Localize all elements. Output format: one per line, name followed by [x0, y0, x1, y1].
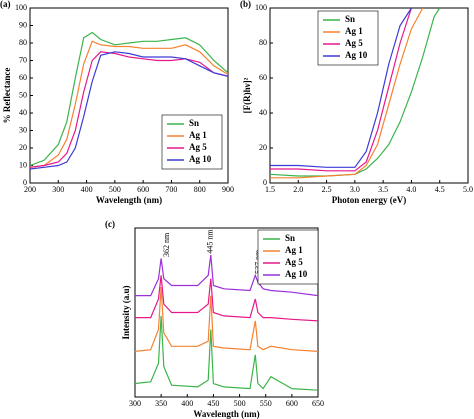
x-tick-label: 5.0	[463, 185, 473, 194]
x-tick-label: 400	[81, 185, 93, 194]
x-tick-label: 2.0	[293, 185, 303, 194]
series-line	[135, 254, 318, 297]
series-line	[30, 51, 228, 170]
x-tick-label: 550	[260, 399, 272, 408]
y-axis-label: [F(R)hν]²	[242, 77, 252, 113]
panel-label: (a)	[0, 0, 11, 9]
legend-label: Ag 5	[189, 142, 207, 152]
x-tick-label: 300	[129, 399, 141, 408]
legend-label: Ag 1	[345, 26, 363, 36]
y-tick-label: 30	[19, 125, 27, 134]
x-axis-label: Wavelength (nm)	[96, 195, 162, 205]
y-tick-label: 50	[19, 90, 27, 99]
legend-label: Ag 10	[189, 154, 212, 164]
series-line	[135, 275, 318, 322]
x-tick-label: 600	[137, 185, 149, 194]
plot-frame	[134, 227, 319, 398]
legend-label: Ag 1	[285, 245, 303, 255]
y-tick-label: 20	[19, 143, 27, 152]
y-tick-label: 20	[259, 143, 267, 152]
series-line	[270, 8, 412, 172]
legend-label: Sn	[285, 233, 295, 243]
y-axis-label: Intensity (a.u)	[121, 285, 131, 339]
y-axis-label: % Reflectance	[2, 68, 12, 124]
series-line	[135, 315, 318, 391]
x-tick-label: 2.5	[322, 185, 332, 194]
x-tick-label: 500	[109, 185, 121, 194]
x-tick-label: 4.0	[406, 185, 416, 194]
y-tick-label: 60	[259, 73, 267, 82]
legend-label: Ag 1	[189, 130, 207, 140]
series-line	[270, 8, 424, 179]
x-tick-label: 200	[24, 185, 36, 194]
x-tick-label: 500	[234, 399, 246, 408]
legend-label: Ag 5	[285, 257, 303, 267]
series-line	[30, 51, 228, 168]
x-axis-label: Photon energy (eV)	[332, 195, 406, 205]
legend-label: Sn	[189, 118, 199, 128]
annotation: 445 nm	[206, 229, 215, 254]
x-tick-label: 800	[194, 185, 206, 194]
y-tick-label: 100	[255, 3, 267, 12]
y-tick-label: 80	[259, 38, 267, 47]
series-line	[30, 31, 228, 167]
series-line	[30, 40, 228, 168]
x-tick-label: 4.5	[435, 185, 445, 194]
x-tick-label: 350	[155, 399, 167, 408]
legend-label: Ag 10	[345, 50, 368, 60]
y-tick-label: 100	[15, 3, 27, 12]
panel-label: (c)	[105, 219, 115, 229]
y-tick-label: 40	[259, 108, 267, 117]
x-tick-label: 450	[207, 399, 219, 408]
y-tick-label: 80	[19, 38, 27, 47]
y-tick-label: 0	[23, 178, 27, 187]
series-line	[135, 287, 318, 352]
x-axis-label: Wavelength (nm)	[193, 409, 259, 419]
legend-label: Sn	[345, 14, 355, 24]
x-tick-label: 300	[52, 185, 64, 194]
series-line	[270, 8, 412, 168]
panel-label: (b)	[240, 0, 251, 9]
y-tick-label: 70	[19, 55, 27, 64]
x-tick-label: 400	[181, 399, 193, 408]
y-tick-label: 0	[263, 178, 267, 187]
y-tick-label: 40	[19, 108, 27, 117]
legend-label: Ag 5	[345, 38, 363, 48]
x-tick-label: 3.5	[378, 185, 388, 194]
x-tick-label: 600	[286, 399, 298, 408]
plot-frame	[269, 7, 469, 184]
annotation: 362 nm	[162, 232, 171, 257]
x-tick-label: 3.0	[350, 185, 360, 194]
x-tick-label: 700	[165, 185, 177, 194]
legend-label: Ag 10	[285, 269, 308, 279]
x-tick-label: 900	[222, 185, 234, 194]
x-tick-label: 650	[312, 399, 324, 408]
y-tick-label: 60	[19, 73, 27, 82]
y-tick-label: 10	[19, 160, 27, 169]
x-tick-label: 1.5	[265, 185, 275, 194]
y-tick-label: 90	[19, 20, 27, 29]
